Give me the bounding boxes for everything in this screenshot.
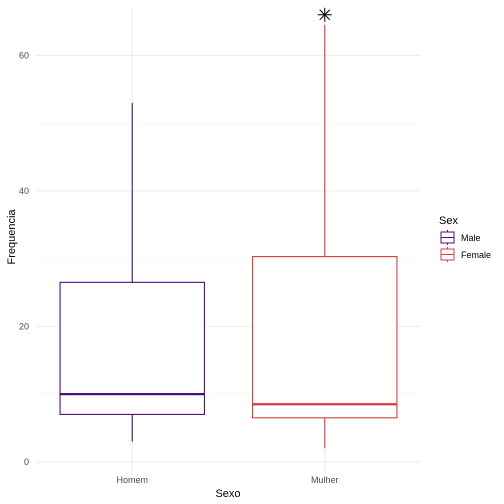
y-axis-title: Frequencia bbox=[6, 209, 18, 265]
legend-entry-female: Female bbox=[440, 247, 491, 262]
y-tick-label: 20 bbox=[19, 321, 29, 331]
legend-label: Male bbox=[461, 233, 481, 243]
legend: Sex Male Female bbox=[439, 215, 491, 262]
iqr-box bbox=[59, 281, 205, 415]
legend-title: Sex bbox=[439, 215, 458, 227]
x-tick-label: Homem bbox=[116, 475, 148, 485]
boxes bbox=[59, 7, 398, 449]
y-tick-label: 60 bbox=[19, 50, 29, 60]
y-tick-label: 40 bbox=[19, 186, 29, 196]
legend-label: Female bbox=[461, 250, 491, 260]
y-tick-label: 0 bbox=[24, 457, 29, 467]
y-axis-ticks: 0 20 40 60 bbox=[19, 50, 29, 466]
box-mulher bbox=[252, 7, 398, 449]
x-axis-title: Sexo bbox=[215, 488, 240, 500]
box-homem bbox=[59, 102, 205, 442]
outlier-point bbox=[317, 7, 332, 22]
x-tick-label: Mulher bbox=[311, 475, 339, 485]
x-axis-ticks: Homem Mulher bbox=[116, 475, 338, 485]
legend-entry-male: Male bbox=[440, 230, 481, 245]
iqr-box bbox=[252, 256, 398, 419]
